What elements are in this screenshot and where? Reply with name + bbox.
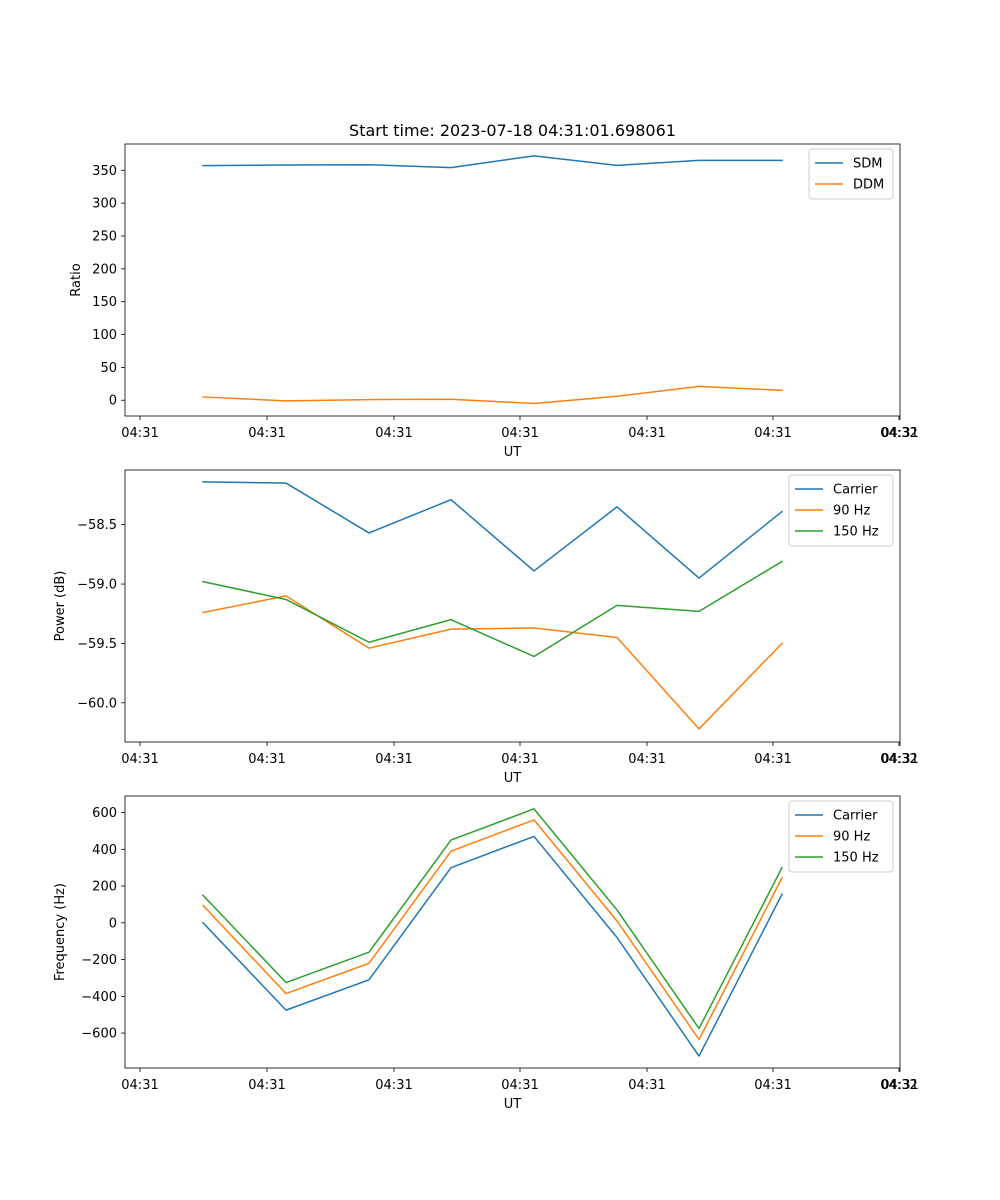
y-tick-label: 350 bbox=[92, 164, 117, 179]
x-tick-label: 04:31 bbox=[754, 426, 791, 441]
x-tick-label: 04:31 bbox=[754, 752, 791, 767]
y-tick-label: −200 bbox=[81, 953, 117, 968]
legend-box bbox=[788, 800, 894, 873]
y-tick-label: 200 bbox=[92, 880, 117, 895]
legend-label: 150 Hz bbox=[833, 851, 879, 866]
y-tick-label: 100 bbox=[92, 328, 117, 343]
y-tick-label: 250 bbox=[92, 229, 117, 244]
legend-label: SDM bbox=[853, 157, 882, 172]
y-tick-label: −60.0 bbox=[77, 696, 117, 711]
y-tick-label: −600 bbox=[81, 1027, 117, 1042]
x-tick-label: 04:31 bbox=[881, 1078, 918, 1093]
y-tick-label: 150 bbox=[92, 295, 117, 310]
x-tick-label: 04:31 bbox=[121, 752, 158, 767]
x-axis-label: UT bbox=[504, 771, 522, 786]
x-tick-label: 04:32 bbox=[880, 752, 917, 767]
legend-box bbox=[808, 148, 894, 200]
series-line-sdm bbox=[202, 155, 783, 169]
x-tick-label: 04:31 bbox=[375, 1078, 412, 1093]
x-tick-label: 04:31 bbox=[501, 426, 538, 441]
x-tick-label: 04:31 bbox=[881, 426, 918, 441]
x-tick-label: 04:31 bbox=[628, 1078, 665, 1093]
x-tick-label: 04:31 bbox=[248, 426, 285, 441]
x-tick-label: 04:31 bbox=[121, 1078, 158, 1093]
x-tick-label: 04:31 bbox=[375, 752, 412, 767]
y-tick-label: 600 bbox=[92, 806, 117, 821]
legend-label: Carrier bbox=[833, 809, 878, 824]
y-tick-label: 0 bbox=[109, 394, 117, 409]
legend-box bbox=[788, 474, 894, 547]
x-axis-label: UT bbox=[504, 445, 522, 460]
x-tick-label: 04:31 bbox=[628, 752, 665, 767]
y-tick-label: 50 bbox=[100, 361, 117, 376]
x-tick-label: 04:31 bbox=[375, 426, 412, 441]
series-line-150-hz bbox=[201, 808, 784, 1030]
series-line-carrier bbox=[201, 835, 784, 1057]
chart-title: Start time: 2023-07-18 04:31:01.698061 bbox=[349, 121, 676, 140]
y-tick-label: −59.0 bbox=[77, 578, 117, 593]
y-tick-label: −58.5 bbox=[77, 518, 117, 533]
series-line-90-hz bbox=[202, 595, 784, 730]
y-tick-label: −59.5 bbox=[77, 637, 117, 652]
series-line-ddm bbox=[202, 385, 783, 405]
x-axis-label: UT bbox=[504, 1097, 522, 1112]
y-tick-label: 300 bbox=[92, 197, 117, 212]
y-axis-label: Frequency (Hz) bbox=[53, 883, 68, 981]
y-axis-label: Ratio bbox=[69, 263, 84, 296]
axes-frame bbox=[124, 795, 901, 1069]
x-tick-label: 04:32 bbox=[880, 1078, 917, 1093]
series-line-90-hz bbox=[201, 819, 784, 1041]
legend-label: 90 Hz bbox=[833, 830, 870, 845]
x-tick-label: 04:31 bbox=[881, 752, 918, 767]
series-line-carrier bbox=[202, 481, 784, 579]
x-tick-label: 04:31 bbox=[754, 1078, 791, 1093]
x-tick-label: 04:32 bbox=[880, 426, 917, 441]
x-tick-label: 04:31 bbox=[121, 426, 158, 441]
series-line-150-hz bbox=[202, 560, 784, 658]
x-tick-label: 04:31 bbox=[248, 1078, 285, 1093]
legend-label: 150 Hz bbox=[833, 525, 879, 540]
x-tick-label: 04:31 bbox=[501, 752, 538, 767]
y-tick-label: −400 bbox=[81, 990, 117, 1005]
y-axis-label: Power (dB) bbox=[53, 571, 68, 642]
x-tick-label: 04:31 bbox=[248, 752, 285, 767]
axes-frame bbox=[124, 469, 901, 743]
legend-label: DDM bbox=[853, 178, 884, 193]
legend-label: Carrier bbox=[833, 483, 878, 498]
y-tick-label: 400 bbox=[92, 843, 117, 858]
y-tick-label: 200 bbox=[92, 262, 117, 277]
legend-label: 90 Hz bbox=[833, 504, 870, 519]
y-tick-label: 0 bbox=[109, 916, 117, 931]
x-tick-label: 04:31 bbox=[501, 1078, 538, 1093]
axes-frame bbox=[124, 143, 901, 417]
x-tick-label: 04:31 bbox=[628, 426, 665, 441]
